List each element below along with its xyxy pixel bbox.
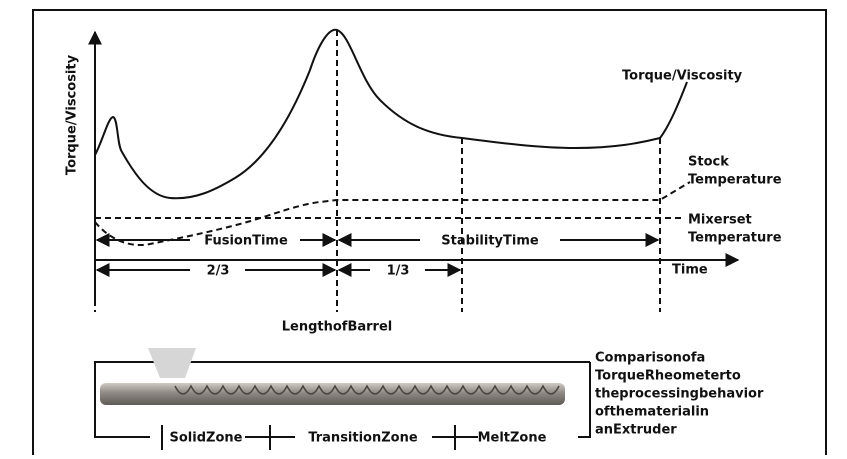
x-axis-label: Time [672,263,708,278]
caption-line: anExtruder [595,423,677,438]
hopper [148,348,196,378]
curve-label: Temperature [688,173,782,188]
caption-line: ofthematerialin [595,405,709,420]
torque-curve [95,30,687,198]
zone-label: SolidZone [170,431,243,446]
y-axis-label: Torque/Viscosity [65,54,80,175]
barrel-label: LengthofBarrel [282,320,393,335]
zone-label: MeltZone [478,431,547,446]
stock-temperature-curve [95,182,690,245]
interval-label: FusionTime [204,234,288,249]
interval-label: 2/3 [207,264,230,279]
curve-label: Stock [688,155,729,170]
caption-line: TorqueRheometerto [595,369,741,384]
curve-label: Mixerset [688,213,752,228]
curve-label: Temperature [688,231,782,246]
interval-label: StabilityTime [441,234,539,249]
diagram: Torque/Viscosity Time Torque/Viscosity S… [0,0,847,455]
zone-label: TransitionZone [308,431,418,446]
page: {"axis": {"y_label": "Torque/Viscosity",… [0,0,847,455]
caption-line: Comparisonofa [595,351,705,366]
caption-line: theprocessingbehavior [595,387,764,402]
interval-label: 1/3 [387,264,410,279]
curve-label: Torque/Viscosity [622,69,743,84]
